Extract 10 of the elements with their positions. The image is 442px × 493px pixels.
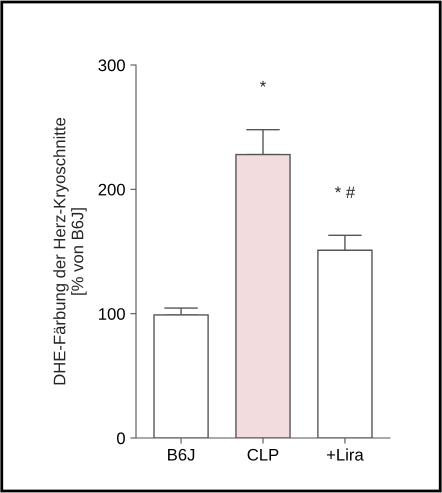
y-tick-label: 0 [116, 432, 125, 444]
x-tick-label: CLP [248, 448, 278, 461]
x-tick-label: B6J [168, 448, 194, 461]
y-tick-label: 200 [98, 184, 125, 196]
annotation: * # [335, 186, 356, 198]
y-tick-label: 100 [99, 308, 125, 320]
y-axis-title: DHE-Färbung der Herz-Kryoschnitte [% von B6J] [53, 118, 87, 384]
x-tick-label: +Lira [326, 448, 364, 461]
annotation: * [260, 80, 266, 87]
y-tick-label: 300 [98, 59, 125, 72]
